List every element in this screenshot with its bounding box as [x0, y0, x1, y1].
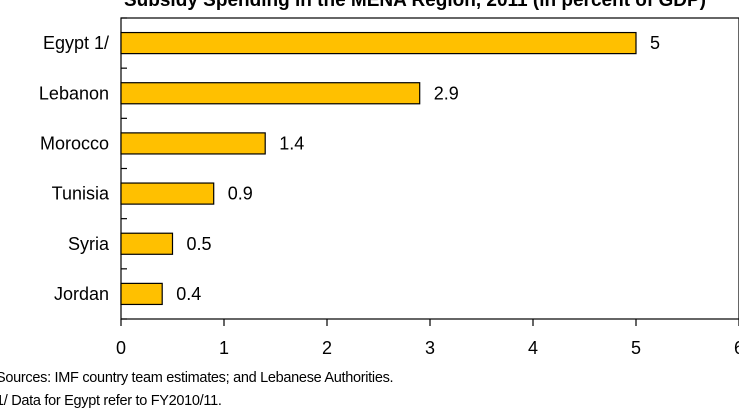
data-label: 0.4 [176, 284, 201, 304]
data-label: 2.9 [434, 83, 459, 103]
x-tick-label: 6 [734, 338, 739, 358]
category-label: Egypt 1/ [43, 33, 109, 53]
bar [120, 232, 174, 255]
data-label: 1.4 [279, 133, 304, 153]
x-tick-label: 5 [631, 338, 641, 358]
data-label: 5 [650, 33, 660, 53]
data-label: 0.5 [187, 234, 212, 254]
data-label: 0.9 [228, 184, 253, 204]
category-label: Tunisia [52, 184, 110, 204]
sources-note: Sources: IMF country team estimates; and… [0, 370, 394, 386]
bar [120, 182, 215, 205]
category-label: Morocco [40, 133, 109, 153]
bar [120, 282, 163, 306]
x-tick-label: 2 [322, 338, 332, 358]
footnote: 1/ Data for Egypt refer to FY2010/11. [0, 393, 222, 409]
ticks-layer: 0 1 2 3 4 5 6 [116, 17, 739, 358]
bars-layer: Egypt 1/5 Lebanon 2.9 Morocco 1.4 Tunisia 0.9 S… [39, 31, 660, 306]
x-tick-label: 3 [425, 338, 435, 358]
chart-title: Subsidy Spending in the MENA Region, 201… [124, 0, 706, 11]
bar [120, 82, 421, 105]
category-label: Syria [68, 234, 110, 254]
x-tick-label: 4 [528, 338, 538, 358]
x-tick-label: 1 [219, 338, 229, 358]
category-label: Lebanon [39, 83, 109, 103]
plot-area-frame [120, 17, 739, 320]
bar [120, 132, 266, 155]
bar [120, 31, 637, 55]
category-label: Jordan [54, 284, 109, 304]
x-tick-label: 0 [116, 338, 126, 358]
